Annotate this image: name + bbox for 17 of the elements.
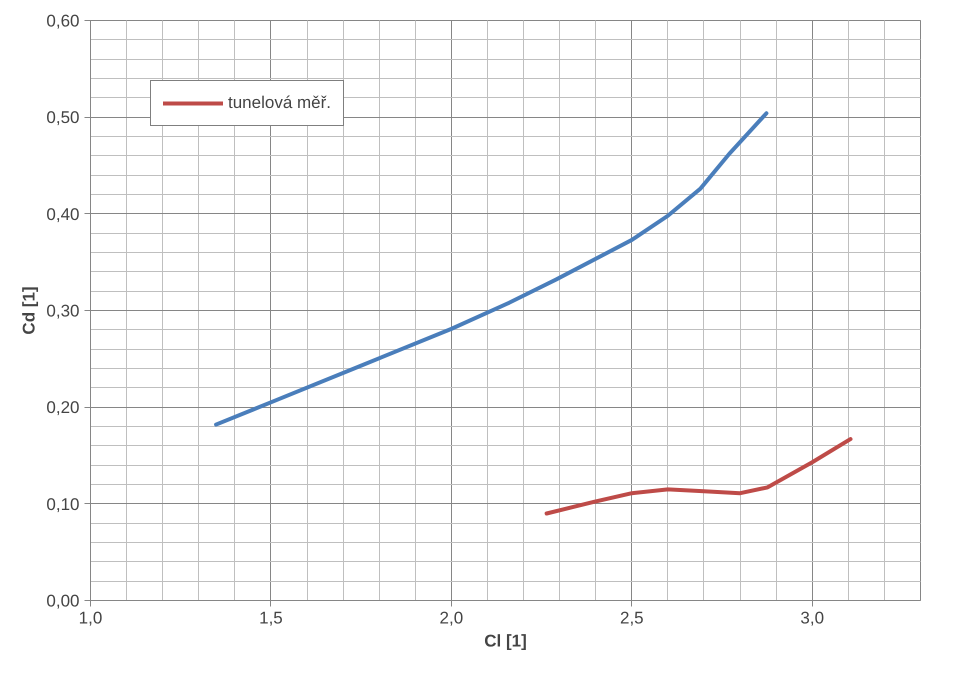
- y-tick-label: 0,20: [46, 398, 80, 418]
- x-tick-label: 1,5: [259, 608, 283, 628]
- y-tick-label: 0,10: [46, 494, 80, 514]
- x-tick-label: 3,0: [800, 608, 824, 628]
- x-tick-label: 2,0: [440, 608, 464, 628]
- line-series: [544, 437, 852, 516]
- y-axis-title: Cd [1]: [19, 286, 38, 335]
- x-tick-label: 1,0: [78, 608, 102, 628]
- y-tick-label: 0,50: [46, 108, 80, 128]
- y-tick-label: 0,30: [46, 302, 80, 320]
- y-tick-label: 0,60: [46, 12, 80, 30]
- line-series: [214, 111, 768, 427]
- y-tick-label: 0,40: [46, 204, 80, 224]
- x-axis-title: Cl [1]: [484, 632, 527, 650]
- legend-label: tunelová měř.: [228, 93, 331, 113]
- x-tick-label: 2,5: [620, 608, 644, 628]
- y-tick-label: 0,00: [46, 592, 80, 610]
